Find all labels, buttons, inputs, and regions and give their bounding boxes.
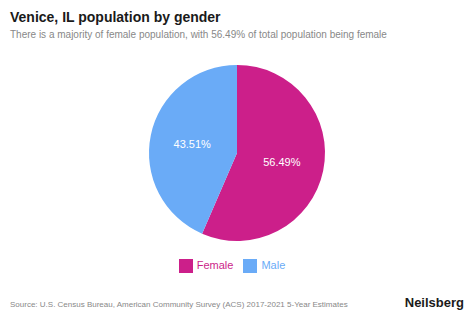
html-text:Male: Male bbox=[261, 258, 286, 271]
svg-text:43.51%: 43.51% bbox=[174, 138, 212, 150]
html-text:Venice, IL population by gende: Venice, IL population by gender bbox=[10, 9, 221, 25]
svg-text:56.49%: 56.49% bbox=[263, 156, 301, 168]
html-text:Female: Female bbox=[196, 258, 234, 271]
html-text:There is a majority of female: There is a majority of female population… bbox=[10, 29, 387, 40]
html-text:Neilsberg: Neilsberg bbox=[404, 295, 464, 310]
html-text:Source: U.S. Census Bureau, Am: Source: U.S. Census Bureau, American Com… bbox=[10, 300, 348, 309]
